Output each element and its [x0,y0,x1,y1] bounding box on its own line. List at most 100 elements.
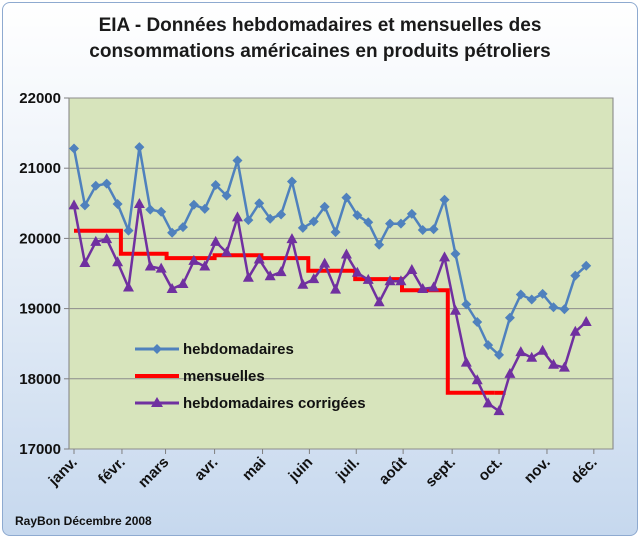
point-hebdomadaires-corrig-es-9 [166,282,178,293]
point-hebdomadaires-corrig-es-27 [362,273,374,284]
point-hebdomadaires-22 [308,216,319,227]
point-hebdomadaires-14 [221,190,232,201]
point-hebdomadaires-corrig-es-18 [264,270,276,281]
point-hebdomadaires-corrig-es-47 [580,315,592,326]
point-hebdomadaires-33 [428,224,439,235]
x-tick-label-8: sept. [422,454,459,491]
point-hebdomadaires-19 [276,209,287,220]
y-tick-label-18000: 18000 [19,371,61,388]
point-hebdomadaires-corrig-es-28 [373,296,385,307]
point-hebdomadaires-corrig-es-12 [199,260,211,271]
point-hebdomadaires-corrig-es-17 [253,253,265,264]
point-hebdomadaires-18 [265,213,276,224]
x-tick-label-10: nov. [521,454,554,487]
point-hebdomadaires-corrig-es-34 [439,251,451,262]
legend: hebdomadaires mensuelles hebdomadaires c… [135,341,366,412]
point-hebdomadaires-corrig-es-3 [101,233,113,244]
point-hebdomadaires-corrig-es-19 [275,266,287,277]
point-hebdomadaires-corrig-es-33 [428,281,440,292]
point-hebdomadaires-46 [570,270,581,281]
y-tick-label-17000: 17000 [19,441,61,458]
point-hebdomadaires-5 [123,225,134,236]
point-hebdomadaires-corrig-es-42 [526,351,538,362]
point-hebdomadaires-39 [494,349,505,360]
chart-title-line-2: consommations américaines en produits pé… [89,41,550,62]
x-tick-label-7: août [376,454,410,488]
legend-item-hebdomadaires-corrigees: hebdomadaires corrigées [135,395,366,412]
y-tick-label-19000: 19000 [19,301,61,318]
point-hebdomadaires-corrig-es-4 [112,256,124,267]
point-hebdomadaires-23 [319,201,330,212]
point-hebdomadaires-28 [374,239,385,250]
point-hebdomadaires-corrig-es-14 [221,246,233,257]
y-tick-label-21000: 21000 [19,160,61,177]
point-hebdomadaires-corrig-es-38 [482,397,494,408]
point-hebdomadaires-47 [581,260,592,271]
point-hebdomadaires-35 [450,248,461,259]
chart-title-line-1: EIA - Données hebdomadaires et mensuelle… [99,15,542,36]
point-hebdomadaires-corrig-es-20 [286,233,298,244]
x-tick-label-5: juin [285,454,317,486]
point-hebdomadaires-corrig-es-37 [471,374,483,385]
point-hebdomadaires-corrig-es-43 [537,344,549,355]
point-hebdomadaires-corrig-es-40 [504,367,516,378]
point-hebdomadaires-45 [559,304,570,315]
point-hebdomadaires-6 [134,142,145,153]
point-hebdomadaires-30 [395,218,406,229]
point-hebdomadaires-0 [69,143,79,154]
point-hebdomadaires-corrig-es-11 [188,254,200,265]
point-hebdomadaires-corrig-es-44 [548,358,560,369]
series-hebdomadaires [69,142,592,360]
point-hebdomadaires-corrig-es-29 [384,275,396,286]
point-hebdomadaires-38 [483,340,494,351]
point-hebdomadaires-corrig-es-25 [340,248,352,259]
point-hebdomadaires-corrig-es-23 [319,257,331,268]
point-hebdomadaires-corrig-es-8 [155,262,167,273]
point-hebdomadaires-37 [472,316,483,327]
point-hebdomadaires-corrig-es-46 [569,325,581,336]
point-hebdomadaires-40 [504,312,515,323]
point-hebdomadaires-27 [363,217,374,228]
point-hebdomadaires-8 [156,206,167,217]
point-hebdomadaires-32 [417,224,428,235]
point-hebdomadaires-16 [243,215,254,226]
point-hebdomadaires-corrig-es-35 [449,304,461,315]
legend-label-mensuelles: mensuelles [183,368,265,385]
y-axis-ticks: 17000 18000 19000 20000 21000 22000 [19,90,69,458]
point-hebdomadaires-36 [461,299,472,310]
point-hebdomadaires-34 [439,194,450,205]
point-hebdomadaires-2 [90,180,101,191]
series-hebdomadaires-corrig-es [68,198,592,416]
point-hebdomadaires-25 [341,192,352,203]
point-hebdomadaires-9 [167,227,178,238]
x-tick-label-3: avr. [191,454,221,484]
point-hebdomadaires-corrig-es-5 [122,281,134,292]
legend-label-hebdomadaires-corrigees: hebdomadaires corrigées [183,395,366,412]
point-hebdomadaires-corrig-es-16 [242,271,254,282]
point-hebdomadaires-corrig-es-24 [330,283,342,294]
x-tick-label-6: juil. [332,454,363,485]
point-hebdomadaires-corrig-es-0 [68,199,80,210]
point-hebdomadaires-corrig-es-22 [308,273,320,284]
point-hebdomadaires-1 [79,200,90,211]
point-hebdomadaires-31 [406,208,417,219]
point-hebdomadaires-corrig-es-21 [297,278,309,289]
point-hebdomadaires-26 [352,210,363,221]
point-hebdomadaires-7 [145,204,156,215]
legend-item-mensuelles: mensuelles [135,368,265,385]
point-hebdomadaires-corrig-es-10 [177,278,189,289]
x-tick-label-0: janv. [45,454,81,490]
point-hebdomadaires-4 [112,199,123,210]
point-hebdomadaires-11 [188,199,199,210]
point-hebdomadaires-corrig-es-26 [351,266,363,277]
point-hebdomadaires-3 [101,178,112,189]
point-hebdomadaires-12 [199,203,210,214]
legend-item-hebdomadaires: hebdomadaires [135,341,294,358]
point-hebdomadaires-corrig-es-2 [90,235,102,246]
point-hebdomadaires-corrig-es-41 [515,346,527,357]
y-tick-label-20000: 20000 [19,230,61,247]
point-hebdomadaires-corrig-es-13 [210,235,222,246]
point-hebdomadaires-29 [385,218,396,229]
point-hebdomadaires-24 [330,227,341,238]
point-hebdomadaires-21 [297,222,308,233]
